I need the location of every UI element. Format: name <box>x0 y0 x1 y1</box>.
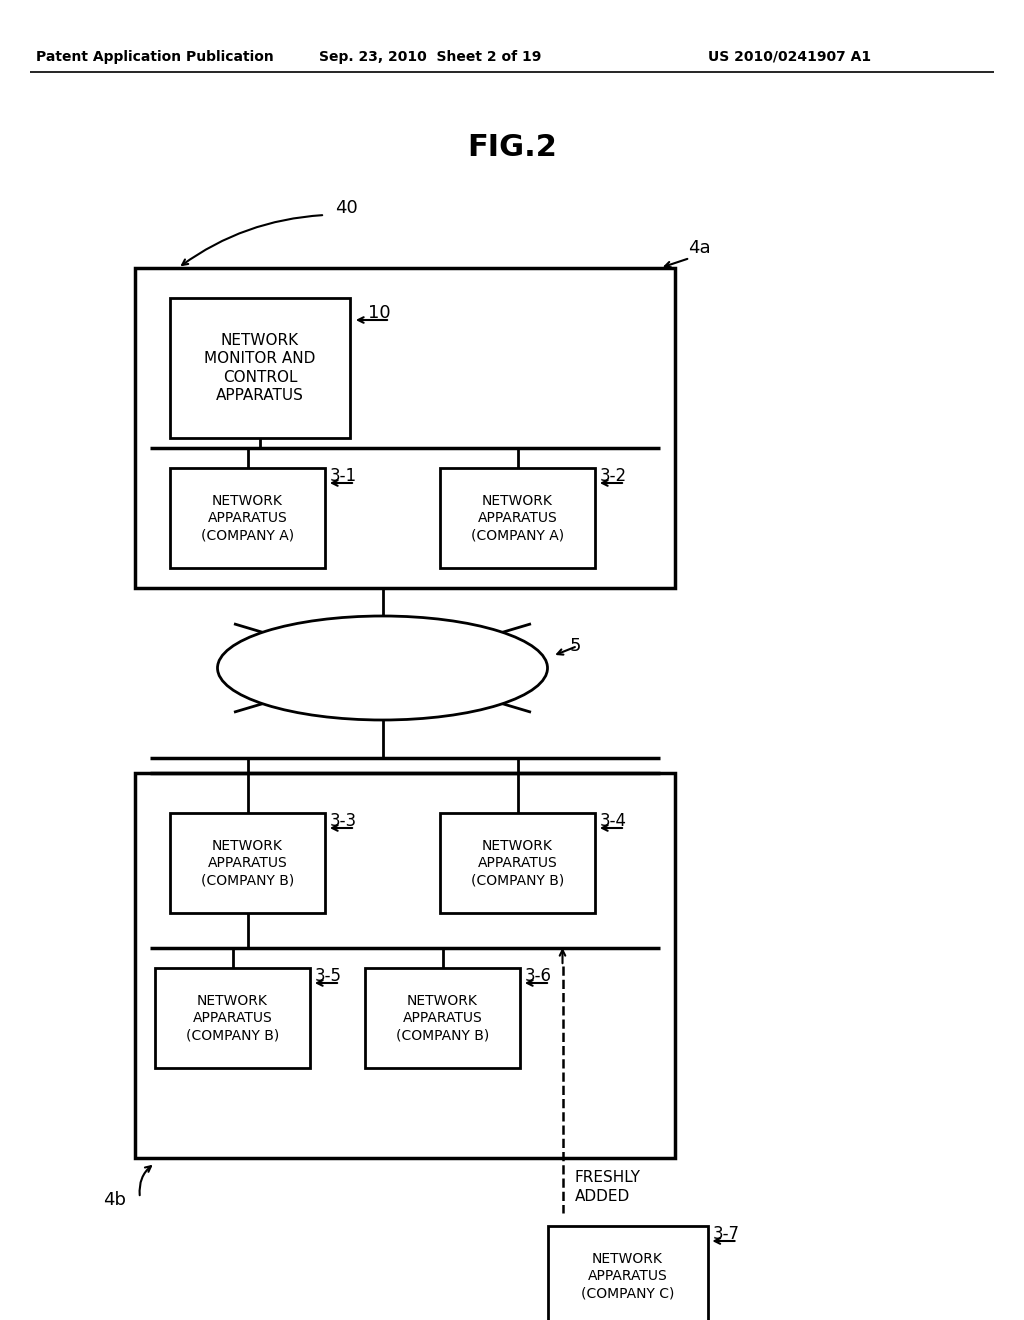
Bar <box>365 968 520 1068</box>
Bar <box>440 469 595 568</box>
Text: 3-6: 3-6 <box>525 968 552 985</box>
Text: 4a: 4a <box>688 239 711 257</box>
Text: NETWORK
APPARATUS
(COMPANY A): NETWORK APPARATUS (COMPANY A) <box>201 494 294 543</box>
Bar <box>155 968 310 1068</box>
Text: 3-7: 3-7 <box>713 1225 739 1243</box>
Text: US 2010/0241907 A1: US 2010/0241907 A1 <box>709 50 871 63</box>
Text: NETWORK
APPARATUS
(COMPANY B): NETWORK APPARATUS (COMPANY B) <box>396 994 489 1043</box>
Text: NETWORK
MONITOR AND
CONTROL
APPARATUS: NETWORK MONITOR AND CONTROL APPARATUS <box>205 333 315 404</box>
Bar <box>170 469 325 568</box>
Text: NETWORK
APPARATUS
(COMPANY B): NETWORK APPARATUS (COMPANY B) <box>471 838 564 887</box>
Ellipse shape <box>217 616 548 719</box>
Text: 3-3: 3-3 <box>330 812 357 830</box>
Text: Sep. 23, 2010  Sheet 2 of 19: Sep. 23, 2010 Sheet 2 of 19 <box>318 50 542 63</box>
Bar <box>548 1226 708 1320</box>
Bar <box>135 774 675 1158</box>
Text: 3-5: 3-5 <box>315 968 342 985</box>
Text: FRESHLY
ADDED: FRESHLY ADDED <box>574 1170 640 1204</box>
Text: Patent Application Publication: Patent Application Publication <box>36 50 273 63</box>
Text: NETWORK
APPARATUS
(COMPANY B): NETWORK APPARATUS (COMPANY B) <box>201 838 294 887</box>
Text: 3-1: 3-1 <box>330 467 357 484</box>
Bar <box>170 298 350 438</box>
Text: 4b: 4b <box>103 1191 127 1209</box>
Text: NETWORK
APPARATUS
(COMPANY B): NETWORK APPARATUS (COMPANY B) <box>186 994 280 1043</box>
Bar <box>170 813 325 913</box>
Text: 3-2: 3-2 <box>600 467 627 484</box>
Text: 3-4: 3-4 <box>600 812 627 830</box>
Text: NETWORK
APPARATUS
(COMPANY C): NETWORK APPARATUS (COMPANY C) <box>581 1251 674 1300</box>
Bar <box>135 268 675 587</box>
Text: FIG.2: FIG.2 <box>467 133 557 162</box>
Bar <box>440 813 595 913</box>
Text: 40: 40 <box>335 199 357 216</box>
Text: NETWORK
APPARATUS
(COMPANY A): NETWORK APPARATUS (COMPANY A) <box>471 494 564 543</box>
Text: 10: 10 <box>368 304 390 322</box>
Text: 5: 5 <box>569 638 581 655</box>
